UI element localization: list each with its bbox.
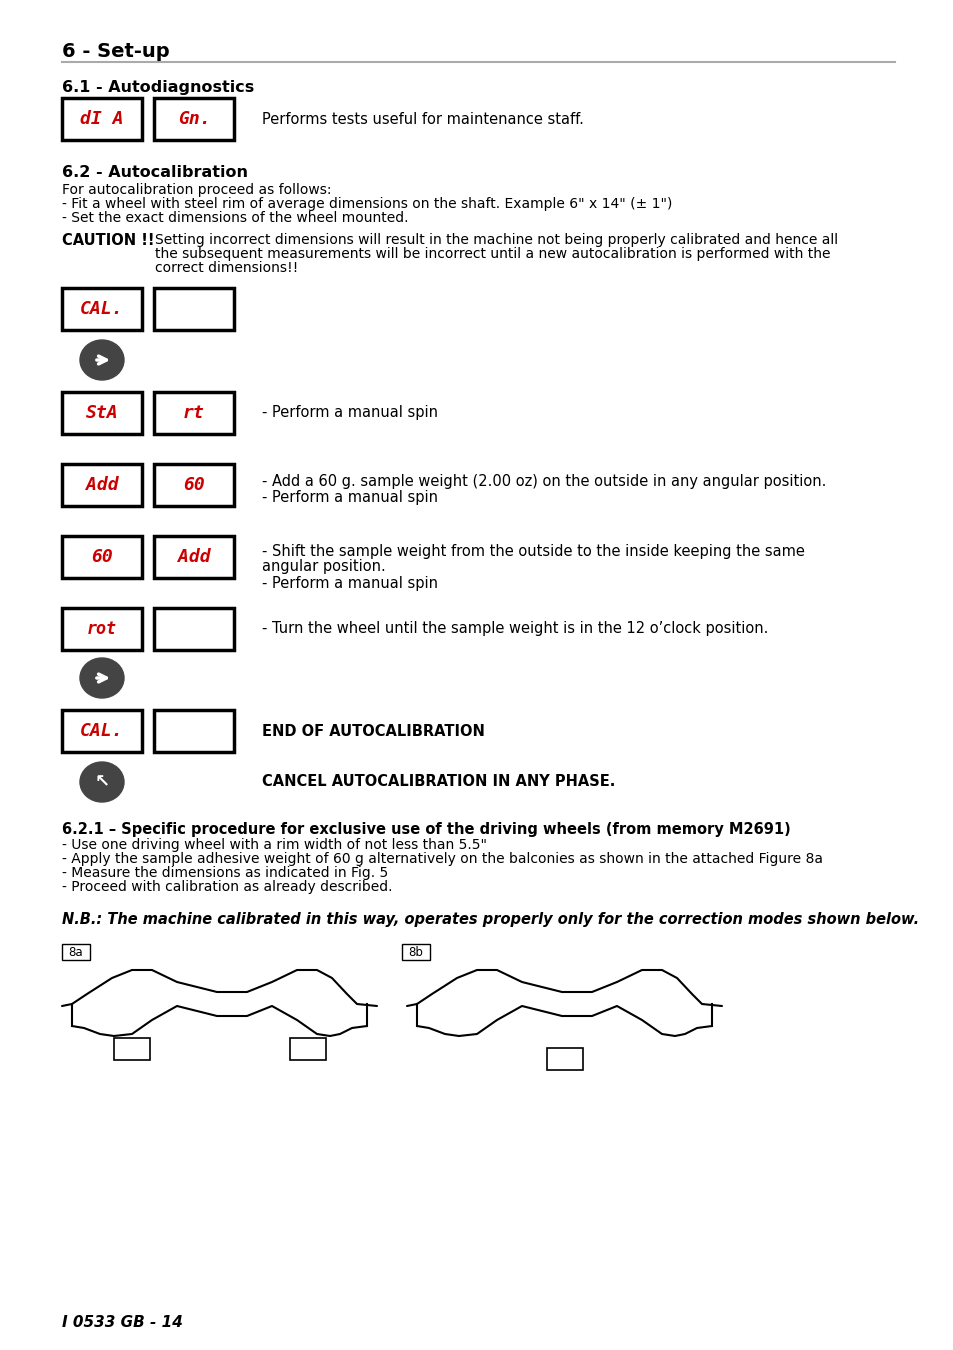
Bar bbox=[62, 536, 142, 578]
Text: 6 - Set-up: 6 - Set-up bbox=[62, 42, 170, 61]
Text: 8a: 8a bbox=[69, 945, 83, 958]
Text: - Add a 60 g. sample weight (2.00 oz) on the outside in any angular position.: - Add a 60 g. sample weight (2.00 oz) on… bbox=[262, 474, 825, 489]
Text: - Use one driving wheel with a rim width of not less than 5.5": - Use one driving wheel with a rim width… bbox=[62, 838, 486, 852]
Bar bbox=[290, 1038, 326, 1060]
Bar bbox=[153, 464, 233, 506]
Bar bbox=[153, 392, 233, 433]
Text: - Measure the dimensions as indicated in Fig. 5: - Measure the dimensions as indicated in… bbox=[62, 865, 388, 880]
Bar bbox=[153, 608, 233, 649]
Text: - Perform a manual spin: - Perform a manual spin bbox=[262, 576, 437, 591]
Text: rot: rot bbox=[87, 620, 117, 639]
Bar bbox=[62, 464, 142, 506]
Text: - Turn the wheel until the sample weight is in the 12 o’clock position.: - Turn the wheel until the sample weight… bbox=[262, 621, 767, 636]
Bar bbox=[62, 392, 142, 433]
Text: - Set the exact dimensions of the wheel mounted.: - Set the exact dimensions of the wheel … bbox=[62, 211, 408, 225]
Text: the subsequent measurements will be incorrect until a new autocalibration is per: the subsequent measurements will be inco… bbox=[154, 247, 830, 261]
Bar bbox=[153, 288, 233, 329]
Bar bbox=[401, 944, 430, 960]
Text: CAL.: CAL. bbox=[80, 722, 124, 740]
Text: - Fit a wheel with steel rim of average dimensions on the shaft. Example 6" x 14: - Fit a wheel with steel rim of average … bbox=[62, 197, 672, 211]
Text: 6.2 - Autocalibration: 6.2 - Autocalibration bbox=[62, 165, 248, 180]
Text: - Shift the sample weight from the outside to the inside keeping the same: - Shift the sample weight from the outsi… bbox=[262, 544, 804, 559]
Bar bbox=[62, 288, 142, 329]
Text: 6.2.1 – Specific procedure for exclusive use of the driving wheels (from memory : 6.2.1 – Specific procedure for exclusive… bbox=[62, 822, 790, 837]
Text: CAL.: CAL. bbox=[80, 300, 124, 319]
Text: END OF AUTOCALIBRATION: END OF AUTOCALIBRATION bbox=[262, 724, 484, 738]
Bar bbox=[113, 1038, 150, 1060]
Text: dI A: dI A bbox=[80, 109, 124, 128]
Text: CANCEL AUTOCALIBRATION IN ANY PHASE.: CANCEL AUTOCALIBRATION IN ANY PHASE. bbox=[262, 775, 615, 790]
Bar bbox=[62, 710, 142, 752]
Text: - Proceed with calibration as already described.: - Proceed with calibration as already de… bbox=[62, 880, 392, 894]
Bar bbox=[62, 608, 142, 649]
Text: 8b: 8b bbox=[408, 945, 423, 958]
Text: Add: Add bbox=[177, 548, 210, 566]
Text: Performs tests useful for maintenance staff.: Performs tests useful for maintenance st… bbox=[262, 112, 583, 127]
Text: CAUTION !!: CAUTION !! bbox=[62, 234, 154, 248]
Text: - Perform a manual spin: - Perform a manual spin bbox=[262, 490, 437, 505]
Text: - Apply the sample adhesive weight of 60 g alternatively on the balconies as sho: - Apply the sample adhesive weight of 60… bbox=[62, 852, 822, 865]
Text: ↖: ↖ bbox=[94, 774, 110, 791]
Text: rt: rt bbox=[183, 404, 205, 423]
Bar bbox=[153, 536, 233, 578]
Bar bbox=[153, 99, 233, 140]
Text: angular position.: angular position. bbox=[262, 559, 385, 574]
Bar bbox=[62, 944, 90, 960]
Text: 60: 60 bbox=[91, 548, 112, 566]
Ellipse shape bbox=[80, 340, 124, 379]
Ellipse shape bbox=[80, 657, 124, 698]
Bar bbox=[546, 1048, 582, 1071]
Text: For autocalibration proceed as follows:: For autocalibration proceed as follows: bbox=[62, 184, 331, 197]
Text: N.B.: The machine calibrated in this way, operates properly only for the correct: N.B.: The machine calibrated in this way… bbox=[62, 913, 918, 927]
Text: StA: StA bbox=[86, 404, 118, 423]
Text: correct dimensions!!: correct dimensions!! bbox=[154, 261, 298, 275]
Ellipse shape bbox=[80, 761, 124, 802]
Bar bbox=[62, 99, 142, 140]
Text: 60: 60 bbox=[183, 477, 205, 494]
Text: - Perform a manual spin: - Perform a manual spin bbox=[262, 405, 437, 420]
Text: I 0533 GB - 14: I 0533 GB - 14 bbox=[62, 1315, 183, 1330]
Text: Setting incorrect dimensions will result in the machine not being properly calib: Setting incorrect dimensions will result… bbox=[154, 234, 838, 247]
Text: Gn.: Gn. bbox=[177, 109, 210, 128]
Bar bbox=[153, 710, 233, 752]
Text: Add: Add bbox=[86, 477, 118, 494]
Text: 6.1 - Autodiagnostics: 6.1 - Autodiagnostics bbox=[62, 80, 254, 94]
